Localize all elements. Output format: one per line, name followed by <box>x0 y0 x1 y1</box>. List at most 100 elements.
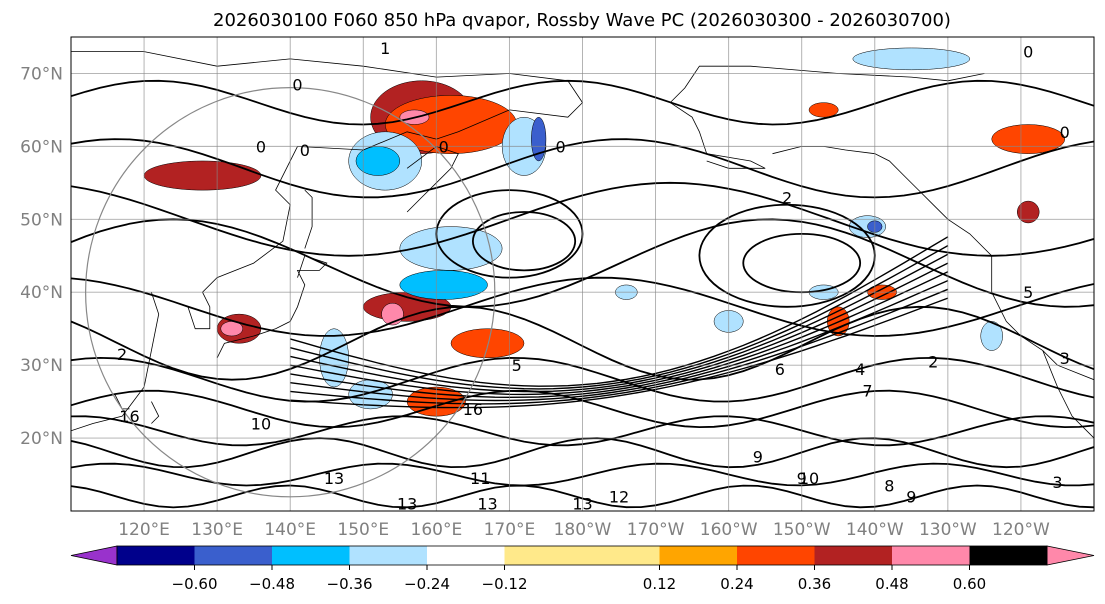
anomaly-region-20 <box>399 270 488 300</box>
contour-label-5: 0 <box>555 137 565 156</box>
lat-tick-label: 60°N <box>20 137 63 157</box>
jet-contour-4 <box>290 262 949 396</box>
contour-label-17: 9 <box>753 447 763 466</box>
longitude-tick-labels: 120°E 130°E 140°E 150°E 160°E 170°E 180°W 170°W… <box>118 520 1050 540</box>
contour-label-21: 10 <box>799 469 819 488</box>
contour-label-11: 5 <box>512 356 522 375</box>
contour-label-27: 12 <box>609 487 629 506</box>
jet-contour-2 <box>290 279 949 402</box>
latitude-tick-labels: 20°N 30°N 40°N 50°N 60°N 70°N <box>20 64 63 449</box>
colorbar-tick-label: 0.60 <box>953 575 986 593</box>
colorbar-swatch-8 <box>814 546 892 565</box>
jet-contour-6 <box>290 244 949 390</box>
anomaly-region-11 <box>991 124 1066 154</box>
coastline-segment-10 <box>151 401 160 424</box>
anomaly-region-18 <box>531 116 547 162</box>
colorbar-tick-label: 0.24 <box>720 575 753 593</box>
lon-tick-label: 120°E <box>118 520 170 540</box>
contour-label-3: 0 <box>300 141 310 160</box>
contour-label-0: 1 <box>380 39 390 58</box>
colorbar-swatch-9 <box>892 546 970 565</box>
lon-tick-label: 140°W <box>846 520 904 540</box>
anomaly-region-12 <box>1017 200 1040 224</box>
colorbar: −0.60 −0.48 −0.36 −0.24 −0.12 0.12 0.24 0.36 0.4… <box>70 545 1095 593</box>
map-frame <box>70 36 1095 512</box>
contour-label-18: 9 <box>797 469 807 488</box>
colorbar-tick-label: 0.12 <box>643 575 676 593</box>
contour-label-15: 7 <box>862 382 872 401</box>
lon-tick-label: 160°E <box>411 520 463 540</box>
colorbar-tick-label: −0.36 <box>327 575 373 593</box>
contour-label-25: 13 <box>477 495 497 514</box>
colorbar-swatch-4 <box>427 546 505 565</box>
lat-tick-label: 70°N <box>20 64 63 84</box>
contour-label-4: 0 <box>439 137 449 156</box>
lon-tick-label: 120°W <box>992 520 1050 540</box>
colorbar-swatch-5 <box>504 546 660 565</box>
colorbar-swatch-2 <box>272 546 350 565</box>
colorbar-swatch-7 <box>737 546 815 565</box>
colorbar-frame <box>116 545 1048 566</box>
anomaly-region-21 <box>319 328 349 388</box>
lon-tick-label: 130°W <box>919 520 977 540</box>
jet-contour-1 <box>290 288 949 405</box>
contour-label-13: 4 <box>855 360 865 379</box>
colorbar-swatch-10 <box>969 546 1047 565</box>
contour-label-16: 8 <box>884 476 894 495</box>
lon-tick-label: 140°E <box>264 520 316 540</box>
colorbar-swatch-0 <box>117 546 195 565</box>
contour-label-9: 2 <box>117 345 127 364</box>
contour-label-7: 0 <box>1060 123 1070 142</box>
contour-label-20: 10 <box>251 414 271 433</box>
colorbar-extend-low <box>70 545 118 566</box>
colorbar-tick-label: 0.36 <box>798 575 831 593</box>
anomaly-region-3 <box>143 160 262 191</box>
lat-tick-label: 50°N <box>20 210 63 230</box>
contour-label-26: 13 <box>572 495 592 514</box>
contour-label-29: 3 <box>1060 349 1070 368</box>
contour-label-8: 2 <box>782 188 792 207</box>
jet-contour-7 <box>290 236 949 387</box>
colorbar-swatch-1 <box>194 546 272 565</box>
contour-label-2: 0 <box>256 137 266 156</box>
contour-label-1: 0 <box>292 75 302 94</box>
contour-label-6: 0 <box>1023 43 1033 62</box>
jet-contour-3 <box>290 271 949 399</box>
colorbar-tick-label: −0.48 <box>249 575 295 593</box>
colorbar-swatch-3 <box>349 546 427 565</box>
colorbar-tick-label: 0.48 <box>875 575 908 593</box>
contour-label-19: 9 <box>906 487 916 506</box>
colorbar-swatch-6 <box>659 546 737 565</box>
contour-label-31: 16 <box>463 400 483 419</box>
lon-tick-label: 170°W <box>627 520 685 540</box>
colorbar-tick-label: −0.12 <box>482 575 528 593</box>
lat-tick-label: 30°N <box>20 356 63 376</box>
anomaly-region-8 <box>450 328 525 359</box>
contour-label-12: 5 <box>1023 283 1033 302</box>
coastline-segment-2 <box>216 255 328 359</box>
anomaly-region-29 <box>980 321 1003 351</box>
gridlines <box>71 37 1094 511</box>
colorbar-tick-label: −0.60 <box>172 575 218 593</box>
colorbar-extend-high <box>1046 545 1095 566</box>
chart-title: 2026030100 F060 850 hPa qvapor, Rossby W… <box>213 10 951 31</box>
contour-label-22: 11 <box>470 469 490 488</box>
coastline-segment-3 <box>304 189 313 249</box>
closed-contour-1 <box>471 211 577 272</box>
contour-label-30: 16 <box>119 407 139 426</box>
contour-label-14: 6 <box>775 360 785 379</box>
coastline-segment-5 <box>669 65 985 103</box>
contour-label-24: 13 <box>397 495 417 514</box>
lon-tick-label: 150°W <box>773 520 831 540</box>
anomaly-region-10 <box>808 102 839 118</box>
anomaly-region-23 <box>852 47 971 71</box>
contour-label-28: 3 <box>1052 473 1062 492</box>
colorbar-tick-label: −0.24 <box>404 575 450 593</box>
jet-contour-5 <box>290 253 949 393</box>
lon-tick-label: 180°W <box>554 520 612 540</box>
lon-tick-label: 130°E <box>191 520 243 540</box>
lon-tick-label: 150°E <box>337 520 389 540</box>
